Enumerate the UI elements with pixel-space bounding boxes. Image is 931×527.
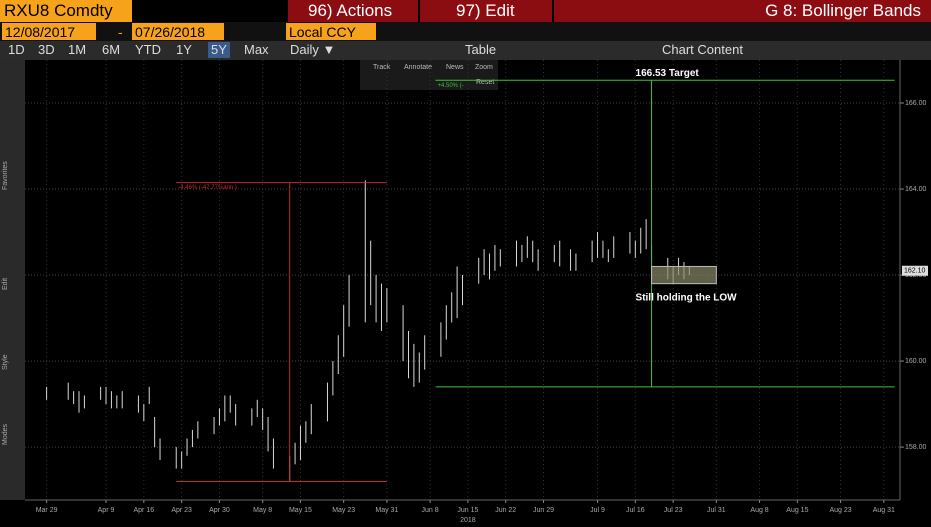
- annotation-label: 166.53 Target: [636, 68, 700, 79]
- chart: Track Annotate News Zoom Reset 158.00 160.00 16…: [25, 60, 928, 524]
- y-tick-label: 166.00: [905, 100, 927, 107]
- ticker[interactable]: RXU8 Comdty: [0, 0, 132, 22]
- period-button[interactable]: 5Y: [208, 42, 230, 58]
- spacer: [132, 0, 288, 22]
- date-separator: -: [118, 23, 123, 40]
- period-button[interactable]: 1D: [8, 42, 25, 57]
- annotation-box: [651, 265, 717, 285]
- x-tick-label: Jun 15: [457, 507, 478, 514]
- x-tick-label: Jul 23: [664, 507, 683, 514]
- y-tick-label: 160.00: [905, 358, 927, 365]
- x-tick-label: Apr 9: [98, 507, 115, 514]
- last-price-label: 162.10: [904, 268, 926, 275]
- chart-tools-bg: [360, 60, 498, 90]
- x-tick-label: Jul 16: [626, 507, 645, 514]
- frequency[interactable]: Daily ▼: [290, 42, 336, 57]
- x-tick-label: Jun 29: [533, 507, 554, 514]
- y-tick-label: 158.00: [905, 444, 927, 451]
- end-date[interactable]: 07/26/2018: [132, 23, 224, 40]
- edit-menu[interactable]: 97) Edit: [420, 0, 552, 22]
- x-tick-label: May 8: [253, 507, 272, 514]
- x-tick-label: Apr 16: [134, 507, 155, 514]
- last-price-box: [902, 265, 928, 276]
- x-tick-label: Aug 23: [829, 507, 851, 514]
- x-tick-label: May 15: [289, 507, 312, 514]
- y-tick-label: 164.00: [905, 186, 927, 193]
- period-button[interactable]: 1M: [68, 42, 87, 57]
- annotation-label: +4.50% (-: [437, 83, 463, 89]
- start-date[interactable]: 12/08/2017: [2, 23, 96, 40]
- x-tick-label: Apr 30: [209, 507, 230, 514]
- period-button[interactable]: Max: [244, 42, 269, 57]
- x-tick-label: Aug 8: [750, 507, 768, 514]
- period-button[interactable]: 1Y: [176, 42, 192, 57]
- chart-tool[interactable]: Annotate: [404, 64, 432, 71]
- sidebar: [0, 60, 25, 500]
- table-button[interactable]: Table: [465, 42, 497, 57]
- chart-content[interactable]: Chart Content: [662, 42, 743, 57]
- chart-tool[interactable]: News: [446, 64, 464, 71]
- currency[interactable]: Local CCY: [286, 23, 376, 40]
- x-tick-label: Jun 8: [422, 507, 439, 514]
- x-tick-label: Aug 31: [873, 507, 895, 514]
- actions-menu[interactable]: 96) Actions: [288, 0, 418, 22]
- annotation-label: Still holding the LOW: [636, 292, 738, 303]
- chart-tool[interactable]: Track: [373, 64, 391, 71]
- toolbar: [0, 41, 931, 60]
- x-tick-label: Jul 9: [590, 507, 605, 514]
- x-tick-label: Jun 22: [495, 507, 516, 514]
- annotation-label: -4.46% (-47.77%ann.): [178, 185, 237, 191]
- chart-tool[interactable]: Reset: [476, 79, 494, 86]
- period-button[interactable]: 6M: [102, 42, 121, 57]
- function-title: G 8: Bollinger Bands: [554, 0, 931, 22]
- x-tick-label: Aug 15: [786, 507, 808, 514]
- x-tick-label: Mar 29: [36, 507, 58, 514]
- chart-tool[interactable]: Zoom: [475, 64, 493, 71]
- x-tick-label: Apr 23: [171, 507, 192, 514]
- date-row: [0, 22, 931, 41]
- x-tick-label: May 23: [332, 507, 355, 514]
- period-button[interactable]: YTD: [135, 42, 161, 57]
- x-tick-label: Jul 31: [707, 507, 726, 514]
- period-button[interactable]: 3D: [38, 42, 55, 57]
- x-tick-label: May 31: [375, 507, 398, 514]
- year-label: 2018: [460, 517, 476, 524]
